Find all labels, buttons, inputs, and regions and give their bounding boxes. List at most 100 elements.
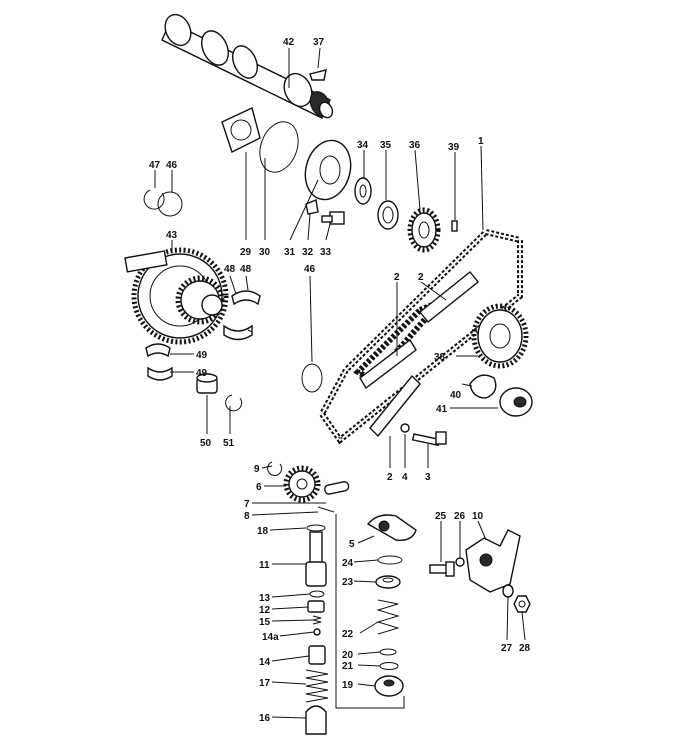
label-31: 31 [284,247,296,258]
label-2: 2 [394,272,400,283]
label-32: 32 [302,247,314,258]
label-12: 12 [259,605,271,616]
label-3: 3 [425,472,431,483]
shaft-pin [324,481,350,495]
label-18: 18 [257,526,269,537]
pin [451,220,458,232]
roll-pin [317,506,335,513]
o-ring-small [309,590,325,598]
label-51: 51 [223,438,235,449]
rocker-arm [366,514,417,541]
ball [313,628,321,636]
label-28: 28 [519,643,531,654]
label-14a: 14a [262,632,279,643]
label-42: 42 [283,37,295,48]
guide-bolt [411,431,447,447]
chain-guide-rail [369,374,421,438]
label-2: 2 [418,272,424,283]
label-46: 46 [166,160,178,171]
bolt-25 [429,561,455,577]
tensioner-arm [465,529,521,593]
label-49: 49 [196,350,208,361]
label-15: 15 [259,617,271,628]
tensioner-spring [305,669,329,703]
tensioner-housing [305,705,327,735]
chain-guide-rail [419,271,479,323]
nut-28 [513,595,531,613]
label-2: 2 [387,472,393,483]
camshaft-sprocket [407,207,441,253]
label-17: 17 [259,678,271,689]
label-14: 14 [259,657,271,668]
piston [307,600,325,613]
intermediate-shaft-gear [124,247,229,345]
label-47: 47 [149,160,161,171]
label-26: 26 [454,511,466,522]
lock-tab [305,199,319,215]
label-13: 13 [259,593,271,604]
bearing-shell [231,290,261,306]
spacer [377,200,399,230]
washer [354,177,372,205]
label-24: 24 [342,558,354,569]
label-30: 30 [259,247,271,258]
bearing-shell [147,366,173,381]
label-23: 23 [342,577,354,588]
label-35: 35 [380,140,392,151]
washer-21 [379,662,399,670]
label-50: 50 [200,438,212,449]
label-46: 46 [304,264,316,275]
spring-small [312,615,322,625]
guide-washer [400,423,410,433]
label-38: 38 [434,352,446,363]
label-20: 20 [342,650,354,661]
label-6: 6 [256,482,262,493]
bushing [196,373,218,394]
label-11: 11 [259,560,270,571]
camshaft [161,13,334,119]
leader-lines [154,47,526,719]
label-41: 41 [436,404,448,415]
label-48: 48 [240,264,252,275]
pump-gear [283,465,321,503]
callout-labels: 42 37 47 46 34 35 36 39 1 43 29 30 31 32… [149,37,531,724]
assembly-bracket [335,514,405,709]
chain-guide-rail [359,338,417,390]
washer-26 [455,557,465,567]
circlip [143,189,165,210]
label-33: 33 [320,247,332,258]
label-48: 48 [224,264,236,275]
label-29: 29 [240,247,252,258]
valve-body [374,675,404,697]
gasket-plate [221,107,261,153]
label-25: 25 [435,511,447,522]
spring-cap [375,575,401,589]
label-40: 40 [450,390,462,401]
o-ring-seal [301,363,323,393]
woodruff-key [309,69,327,81]
label-8: 8 [244,511,250,522]
bearing-shell [223,324,253,341]
retaining-ring [306,524,326,532]
tensioner-plunger [305,531,327,587]
valve-seat [308,645,326,665]
label-5: 5 [349,539,355,550]
label-9: 9 [254,464,260,475]
label-4: 4 [402,472,408,483]
label-1: 1 [478,136,484,147]
label-37: 37 [313,37,325,48]
circlip-small [225,394,243,412]
snap-ring [267,461,283,476]
snap-ring-24 [377,555,403,565]
label-19: 19 [342,680,354,691]
valve-spring [376,599,400,635]
drive-sprocket [471,303,529,369]
label-27: 27 [501,643,513,654]
tensioner-washer [469,374,497,399]
label-22: 22 [342,629,354,640]
label-39: 39 [448,142,460,153]
label-43: 43 [166,230,178,241]
label-36: 36 [409,140,421,151]
label-7: 7 [244,499,250,510]
